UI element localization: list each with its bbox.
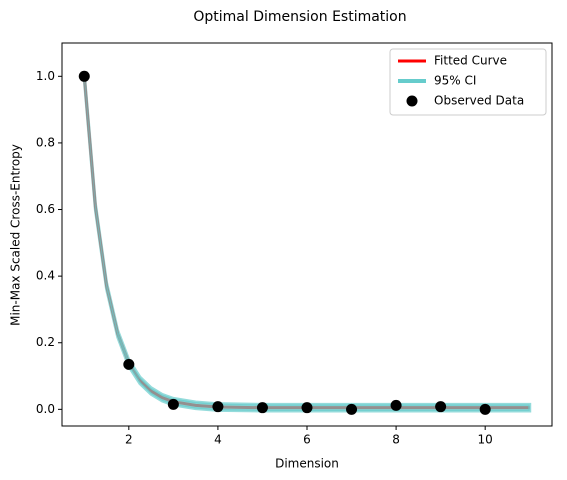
legend-label: Fitted Curve: [434, 54, 507, 68]
observed-point: [212, 401, 224, 413]
ci-band: [82, 72, 532, 413]
observed-point: [167, 398, 179, 410]
x-tick-label: 10: [478, 433, 493, 447]
y-tick-label: 0.2: [36, 335, 55, 349]
observed-point: [346, 403, 358, 415]
plot-frame: [61, 42, 553, 427]
legend-label: Observed Data: [434, 94, 524, 108]
x-tick-label: 6: [303, 433, 311, 447]
x-tick-label: 4: [214, 433, 222, 447]
y-tick-label: 0.4: [36, 269, 55, 283]
fitted-line: [82, 76, 530, 410]
y-tick-label: 1.0: [36, 69, 55, 83]
observed-point: [479, 403, 491, 415]
legend-label: 95% CI: [434, 74, 476, 88]
observed-point: [435, 401, 447, 413]
observed-point: [301, 402, 313, 414]
observed-point: [123, 358, 135, 370]
chart-title: Optimal Dimension Estimation: [193, 9, 406, 25]
observed-point: [78, 70, 90, 82]
y-tick-label: 0.6: [36, 202, 55, 216]
observed-point: [390, 399, 402, 411]
legend-marker: [406, 95, 418, 107]
observed-point: [256, 402, 268, 414]
legend-box: [389, 48, 547, 116]
x-tick-label: 2: [125, 433, 133, 447]
x-axis-label: Dimension: [275, 457, 339, 471]
x-tick-label: 8: [392, 433, 400, 447]
y-tick-label: 0.8: [36, 135, 55, 149]
y-tick-label: 0.0: [36, 402, 55, 416]
y-axis-label: Min-Max Scaled Cross-Entropy: [9, 144, 23, 326]
